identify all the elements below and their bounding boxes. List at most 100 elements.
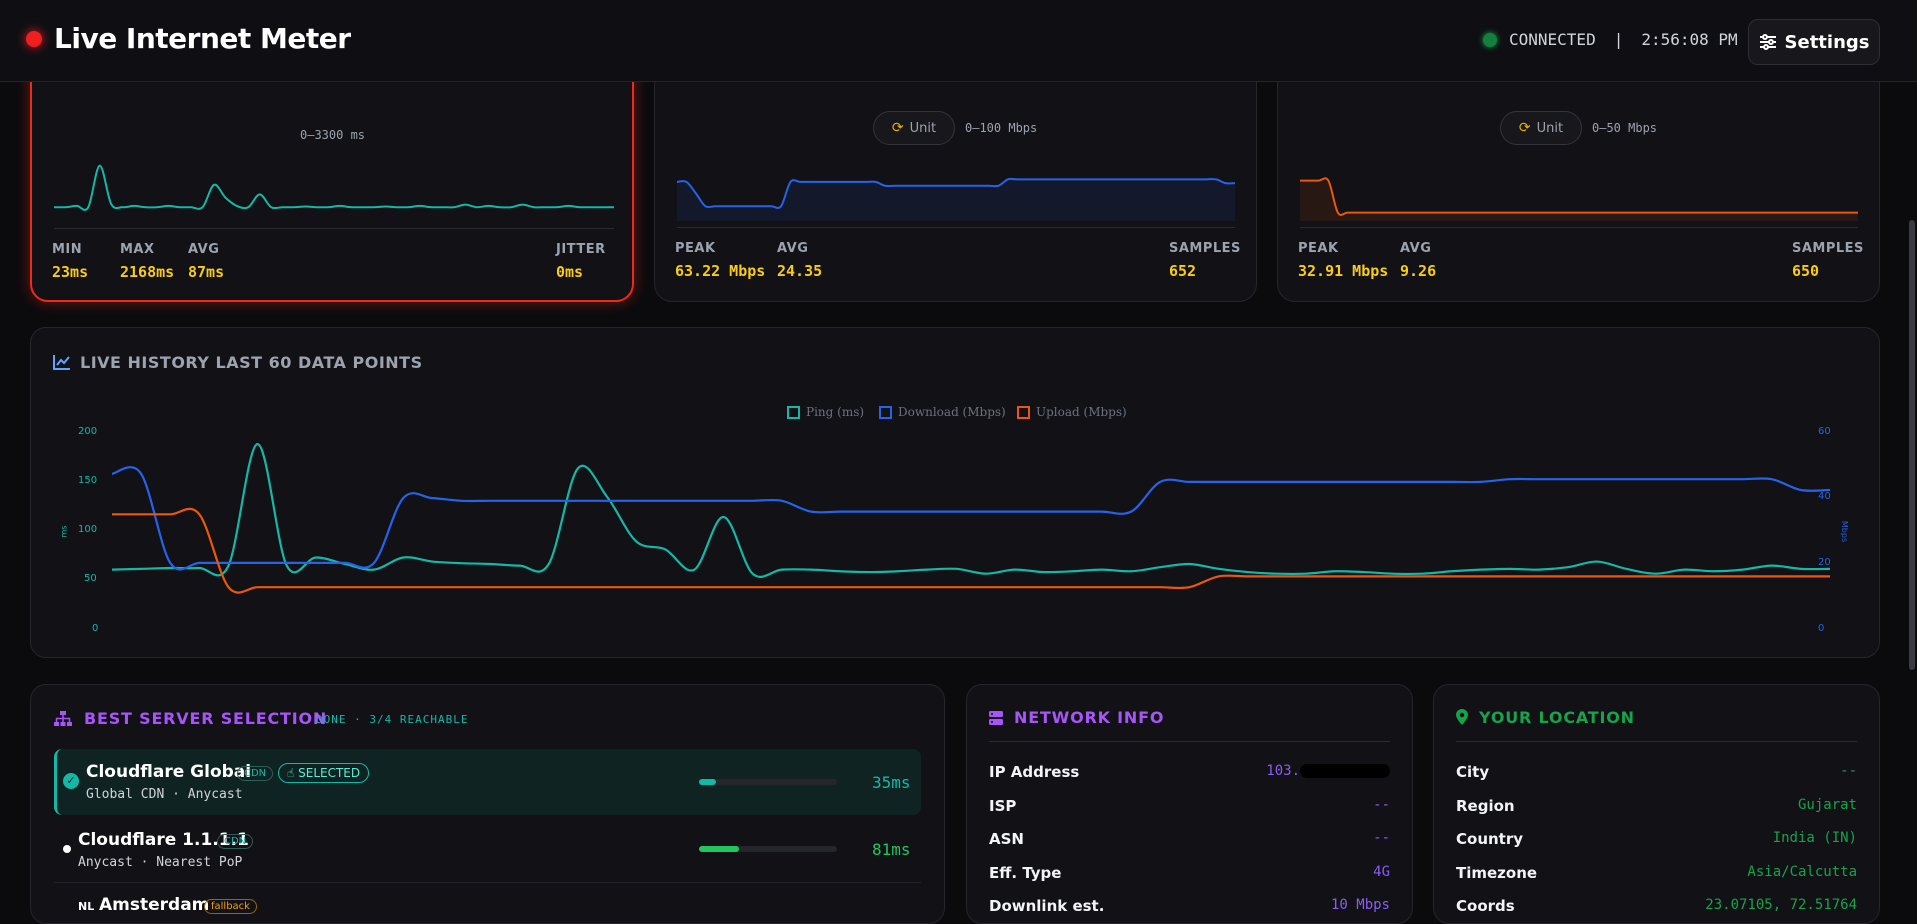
scrollbar-thumb[interactable] — [1909, 220, 1915, 670]
server-sub: Global CDN · Anycast — [86, 787, 243, 802]
app-title: Live Internet Meter — [54, 22, 351, 55]
info-row-coords: Coords 23.07105, 72.51764 — [1456, 897, 1857, 915]
stat-avg: AVG 87ms — [188, 242, 224, 281]
legend-label: Ping (ms) — [806, 405, 865, 419]
legend-download[interactable]: Download (Mbps) — [879, 405, 1006, 419]
selected-badge: ☝ SELECTED — [278, 763, 370, 783]
info-row-region: Region Gujarat — [1456, 797, 1857, 815]
divider — [989, 741, 1390, 742]
y-left-tick: 0 — [92, 623, 99, 634]
divider — [677, 227, 1235, 228]
stat-label: JITTER — [556, 242, 606, 257]
info-value: Asia/Calcutta — [1747, 864, 1857, 880]
redaction-mark — [1300, 764, 1390, 778]
stat-label: AVG — [1400, 241, 1432, 256]
connected-dot-icon — [1483, 32, 1497, 47]
map-pin-icon — [1456, 709, 1468, 725]
legend-swatch — [787, 405, 800, 419]
upload-card: ⟳ Unit 0–50 Mbps PEAK 32.91 Mbps AVG 9.26 … — [1277, 40, 1880, 302]
status-dot-icon — [63, 845, 71, 853]
stat-value: 24.35 — [777, 262, 823, 280]
unit-label: Unit — [909, 120, 937, 136]
stat-value: 23ms — [52, 263, 89, 281]
stat-value: 87ms — [188, 263, 225, 281]
settings-label: Settings — [1784, 31, 1870, 53]
info-row-isp: ISP -- — [989, 797, 1390, 815]
stat-label: AVG — [188, 242, 220, 257]
series-line-2 — [112, 466, 1830, 571]
stat-label: SAMPLES — [1169, 241, 1241, 256]
info-value: -- — [1373, 797, 1390, 813]
divider — [1300, 227, 1858, 228]
info-key: Eff. Type — [989, 864, 1062, 882]
connection-status: CONNECTED | 2:56:08 PM — [1483, 30, 1738, 49]
y-left-tick: 150 — [78, 475, 98, 486]
refresh-icon: ⟳ — [1518, 120, 1531, 136]
divider — [1456, 741, 1857, 742]
selected-label: SELECTED — [298, 766, 361, 780]
info-key: Country — [1456, 830, 1524, 848]
legend-swatch — [879, 405, 892, 419]
server-badge: CDN — [237, 766, 274, 781]
settings-button[interactable]: Settings — [1748, 19, 1880, 65]
check-circle-icon: ✓ — [63, 773, 79, 789]
server-sub: Anycast · Nearest PoP — [78, 855, 243, 870]
legend-upload[interactable]: Upload (Mbps) — [1017, 405, 1127, 419]
stat-value: 2168ms — [120, 263, 175, 281]
server-row[interactable] — [54, 823, 921, 883]
upload-range: 0–50 Mbps — [1592, 121, 1658, 135]
info-value: -- — [1373, 830, 1390, 846]
info-row-asn: ASN -- — [989, 830, 1390, 848]
upload-unit-button[interactable]: ⟳ Unit — [1500, 111, 1582, 145]
latency-bar-fill — [699, 846, 740, 852]
ping-range: 0–3300 ms — [300, 128, 366, 142]
server-subtitle: DONE · 3/4 REACHABLE — [316, 713, 469, 726]
stat-label: MAX — [120, 242, 155, 257]
spark-line — [54, 164, 614, 211]
server-icon — [989, 711, 1003, 725]
stat-samples: SAMPLES 650 — [1792, 241, 1864, 280]
history-card — [30, 327, 1880, 658]
info-row-city: City -- — [1456, 763, 1857, 781]
y-right-tick: 60 — [1818, 426, 1831, 437]
info-key: IP Address — [989, 763, 1080, 781]
chart-line-icon — [53, 355, 70, 370]
series-line-1 — [112, 442, 1830, 578]
ip-value: 103. — [1266, 763, 1300, 779]
top-bar: Live Internet Meter CONNECTED | 2:56:08 … — [0, 0, 1917, 82]
info-value: 10 Mbps — [1330, 897, 1390, 913]
y-right-tick: 40 — [1818, 491, 1831, 502]
server-name: Cloudflare 1.1.1.1 — [78, 830, 249, 850]
legend-label: Upload (Mbps) — [1036, 405, 1127, 419]
spark-line — [1300, 177, 1858, 216]
server-title: BEST SERVER SELECTION — [84, 709, 328, 728]
server-badge: CDN — [217, 834, 254, 849]
server-name: Cloudflare Global — [86, 762, 252, 782]
info-row-ip: IP Address 103. — [989, 763, 1390, 781]
legend-swatch — [1017, 405, 1030, 419]
download-unit-button[interactable]: ⟳ Unit — [873, 111, 955, 145]
info-value: Gujarat — [1797, 797, 1857, 813]
location-card — [1433, 684, 1880, 924]
spark-area — [677, 178, 1235, 221]
server-latency: 81ms — [872, 840, 911, 859]
sitemap-icon — [54, 711, 72, 726]
stat-label: AVG — [777, 241, 809, 256]
y-left-tick: 200 — [78, 426, 98, 437]
download-sparkline — [677, 177, 1235, 221]
legend-ping[interactable]: Ping (ms) — [787, 405, 864, 419]
brand: Live Internet Meter — [26, 22, 351, 55]
spark-line — [677, 177, 1235, 209]
live-indicator-icon — [26, 30, 42, 47]
y-right-tick: 0 — [1818, 623, 1825, 634]
stat-label: PEAK — [1298, 241, 1339, 256]
location-title: YOUR LOCATION — [1479, 708, 1635, 727]
stat-avg: AVG 9.26 — [1400, 241, 1436, 280]
info-value: 4G — [1373, 864, 1390, 880]
refresh-icon: ⟳ — [891, 120, 904, 136]
clock: 2:56:08 PM — [1641, 30, 1738, 49]
download-card: ⟳ Unit 0–100 Mbps PEAK 63.22 Mbps AVG 24.3… — [654, 40, 1257, 302]
latency-bar — [699, 779, 837, 785]
spark-area — [1300, 178, 1858, 221]
network-title: NETWORK INFO — [1014, 708, 1165, 727]
